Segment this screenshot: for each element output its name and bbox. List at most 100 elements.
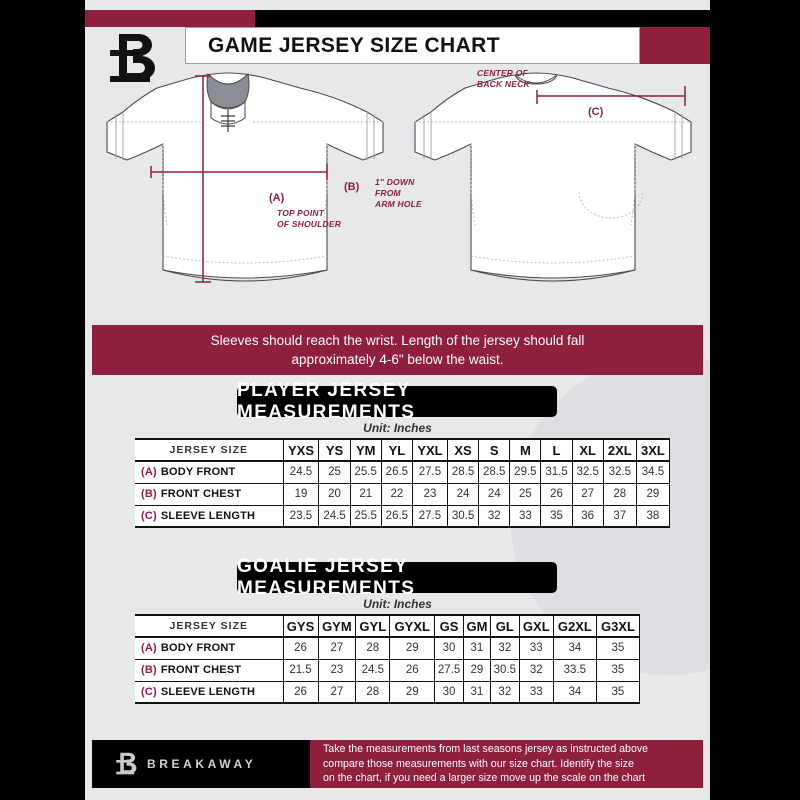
measurement-cell: 28 <box>355 680 391 704</box>
measurement-cell: 29 <box>462 658 491 682</box>
measurement-cell: 27.5 <box>434 658 464 682</box>
measurement-cell: 25.5 <box>349 504 382 528</box>
goalie-section-heading: GOALIE JERSEY MEASUREMENTS <box>237 556 557 599</box>
measurement-cell: 32 <box>489 680 520 704</box>
measurement-cell: 24.5 <box>282 460 320 484</box>
measurement-cell: 24.5 <box>318 504 351 528</box>
jersey-size-header: JERSEY SIZE <box>135 614 284 638</box>
measurement-row-label: (A) BODY FRONT <box>135 636 284 660</box>
fit-note-line-1: Sleeves should reach the wrist. Length o… <box>210 333 585 348</box>
fit-note-banner: Sleeves should reach the wrist. Length o… <box>92 325 703 375</box>
top-band-black-segment <box>255 10 710 27</box>
footer-instructions: Take the measurements from last seasons … <box>310 740 703 788</box>
top-band-maroon-segment <box>85 10 255 27</box>
measurement-cell: 37 <box>602 504 637 528</box>
measurement-cell: 23 <box>317 658 357 682</box>
measurement-cell: 26.5 <box>380 460 413 484</box>
size-column-header: M <box>509 438 542 462</box>
size-column-header: GYXL <box>389 614 436 638</box>
table-header-row: JERSEY SIZE YXS YS YM YL YXL XS S M L XL 2XL 3XL <box>135 438 671 462</box>
measurement-cell: 22 <box>380 482 413 506</box>
measurement-cell: 27 <box>317 680 357 704</box>
measurement-cell: 30 <box>434 636 464 660</box>
table-row: (C) SLEEVE LENGTH 23.5 24.5 25.5 26.5 27.5 30.5… <box>135 504 671 528</box>
measurement-cell: 34.5 <box>635 460 671 484</box>
measurement-cell: 36 <box>571 504 604 528</box>
measurement-cell: 23 <box>411 482 448 506</box>
measurement-cell: 30.5 <box>446 504 480 528</box>
front-label-b-line1: 1" DOWN <box>375 177 415 187</box>
measurement-cell: 33.5 <box>552 658 597 682</box>
size-column-header: S <box>478 438 511 462</box>
size-chart-page: GAME JERSEY SIZE CHART <box>85 0 710 800</box>
fit-note-line-2: approximately 4-6" below the waist. <box>291 352 504 367</box>
back-tag-c: (C) <box>588 106 604 118</box>
measurement-cell: 31 <box>462 680 491 704</box>
measurement-cell: 29.5 <box>509 460 542 484</box>
footer-brand-block: BREAKAWAY <box>92 740 310 788</box>
table-header-row: JERSEY SIZE GYS GYM GYL GYXL GS GM GL GXL G2XL G3X… <box>135 614 641 638</box>
measurement-cell: 27 <box>571 482 604 506</box>
size-column-header: 2XL <box>602 438 637 462</box>
player-unit-label: Unit: Inches <box>363 421 432 435</box>
measurement-cell: 34 <box>552 636 597 660</box>
measurement-row-label: (C) SLEEVE LENGTH <box>135 680 284 704</box>
measurement-cell: 32 <box>518 658 554 682</box>
size-column-header: GYM <box>317 614 357 638</box>
measurement-cell: 28 <box>602 482 637 506</box>
measurement-cell: 25.5 <box>349 460 382 484</box>
front-tag-b: (B) <box>344 181 360 193</box>
footer-brand-name: BREAKAWAY <box>147 757 257 771</box>
back-label-c-line1: CENTER OF <box>477 68 528 78</box>
footer-note-line-1: Take the measurements from last seasons … <box>323 743 649 756</box>
breakaway-b-logo-icon <box>114 749 140 779</box>
goalie-measurements-table: JERSEY SIZE GYS GYM GYL GYXL GS GM GL GXL G2XL G3X… <box>135 614 641 704</box>
size-column-header: GM <box>462 614 491 638</box>
measurement-cell: 32 <box>478 504 511 528</box>
measurement-cell: 24.5 <box>355 658 391 682</box>
front-label-a-line2: OF SHOULDER <box>277 219 342 229</box>
measurement-cell: 24 <box>446 482 480 506</box>
size-column-header: G2XL <box>552 614 597 638</box>
measurement-cell: 35 <box>595 636 641 660</box>
measurement-cell: 27 <box>317 636 357 660</box>
front-tag-a: (A) <box>269 192 285 204</box>
player-measurements-table: JERSEY SIZE YXS YS YM YL YXL XS S M L XL 2XL 3XL (A) B… <box>135 438 671 528</box>
measurement-cell: 32.5 <box>602 460 637 484</box>
measurement-cell: 26 <box>389 658 436 682</box>
size-column-header: YM <box>349 438 382 462</box>
measurement-cell: 28.5 <box>446 460 480 484</box>
measurement-cell: 33 <box>518 680 554 704</box>
size-column-header: YXL <box>411 438 448 462</box>
measurement-cell: 28 <box>355 636 391 660</box>
measurement-cell: 29 <box>635 482 671 506</box>
table-row: (C) SLEEVE LENGTH 26 27 28 29 30 31 32 33 34 35 <box>135 680 641 704</box>
title-row: GAME JERSEY SIZE CHART <box>85 27 710 64</box>
measurement-cell: 23.5 <box>282 504 320 528</box>
size-column-header: YXS <box>282 438 320 462</box>
size-column-header: L <box>540 438 573 462</box>
table-row: (B) FRONT CHEST 21.5 23 24.5 26 27.5 29 30.5 32 33… <box>135 658 641 682</box>
size-column-header: GS <box>434 614 464 638</box>
measurement-cell: 30.5 <box>489 658 520 682</box>
page-title-box: GAME JERSEY SIZE CHART <box>185 27 640 64</box>
measurement-marker: (C) <box>141 509 157 522</box>
measurement-cell: 27.5 <box>411 460 448 484</box>
measurement-cell: 33 <box>518 636 554 660</box>
measurement-marker: (A) <box>141 642 157 655</box>
size-column-header: XS <box>446 438 480 462</box>
measurement-row-label: (C) SLEEVE LENGTH <box>135 504 284 528</box>
measurement-cell: 26 <box>282 636 319 660</box>
measurement-cell: 32.5 <box>571 460 604 484</box>
size-column-header: YS <box>318 438 351 462</box>
measurement-row-label: (B) FRONT CHEST <box>135 658 284 682</box>
size-column-header: G3XL <box>595 614 641 638</box>
front-label-a-line1: TOP POINT <box>277 208 325 218</box>
front-jersey-illustration <box>106 72 384 283</box>
measurement-cell: 35 <box>540 504 573 528</box>
back-label-c-line2: BACK NECK <box>477 79 530 89</box>
size-column-header: XL <box>571 438 604 462</box>
measurement-cell: 25 <box>318 460 351 484</box>
measurement-row-label: (B) FRONT CHEST <box>135 482 284 506</box>
measurement-cell: 32 <box>489 636 520 660</box>
